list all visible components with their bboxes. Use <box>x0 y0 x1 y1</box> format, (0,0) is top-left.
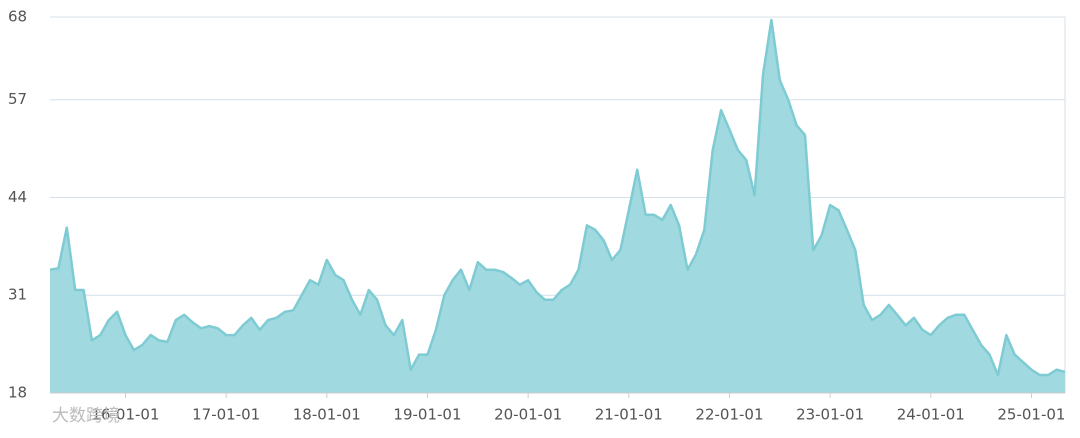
x-tick-label: 23-01-01 <box>796 406 864 424</box>
x-tick-label: 17-01-01 <box>192 406 260 424</box>
y-tick-label: 57 <box>8 90 27 108</box>
x-tick-label: 18-01-01 <box>293 406 361 424</box>
y-tick-label: 68 <box>8 8 27 26</box>
line <box>49 18 1066 377</box>
y-tick-label: 31 <box>8 286 27 304</box>
x-tick-label: 21-01-01 <box>595 406 663 424</box>
watermark: 大数跨境 <box>52 406 120 426</box>
y-tick-label: 18 <box>8 384 27 402</box>
x-tick-label: 19-01-01 <box>393 406 461 424</box>
x-tick-label: 20-01-01 <box>494 406 562 424</box>
x-tick-label: 25-01-01 <box>997 406 1065 424</box>
x-tick-label: 22-01-01 <box>695 406 763 424</box>
x-tick-label: 24-01-01 <box>897 406 965 424</box>
area <box>50 20 1065 393</box>
y-tick-label: 44 <box>8 188 27 206</box>
x-tick-label: 16-01-01 <box>91 406 159 424</box>
